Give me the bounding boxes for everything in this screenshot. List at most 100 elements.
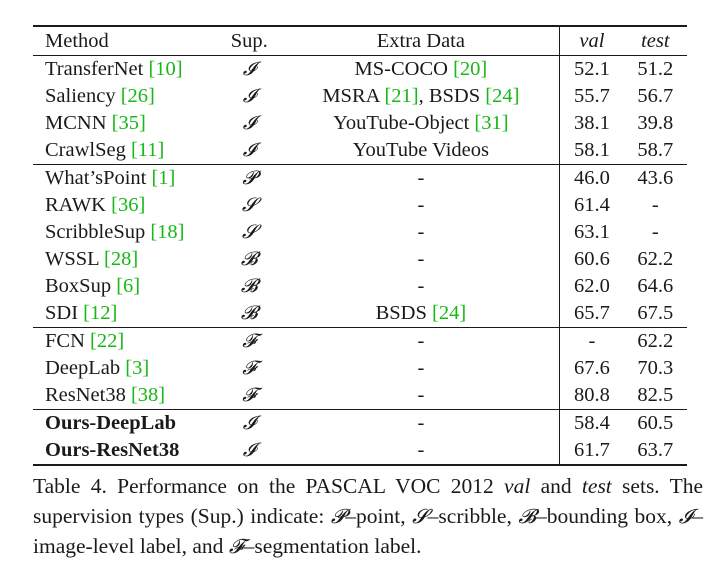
test-score: 39.8 [637,112,674,135]
supervision-symbol: 𝓑 [240,302,258,325]
method-cell: Ours-ResNet38 [33,437,216,465]
test-score: 51.2 [637,58,674,81]
table-row: Saliency [26] 𝓘 MSRA [21], BSDS [24] 55.7 56… [33,83,687,110]
test-score: 67.5 [637,302,674,325]
table-row: DeepLab [3] 𝓕 - 67.6 70.3 [33,355,687,382]
table-row: TransferNet [10] 𝓘 MS-COCO [20] 52.1 51.2 [33,55,687,84]
supervision-symbol: 𝓕 [242,330,257,353]
table-row: WSSL [28] 𝓑 - 60.6 62.2 [33,246,687,273]
method-cell: TransferNet [10] [33,56,216,84]
header-sup: Sup. [230,29,268,52]
extra-data-cell: - [282,328,559,356]
extra-data-citation-2: [24] [485,85,520,108]
method-citation: [18] [150,221,185,244]
caption-def-point: –point, [345,504,413,528]
supervision-symbol: 𝓕 [242,357,257,380]
method-name: Saliency [45,85,116,108]
supervision-cell: 𝓑 [216,246,282,273]
method-name: TransferNet [45,58,144,81]
val-score: 80.8 [559,382,624,410]
val-score: 58.4 [559,409,624,437]
method-name: DeepLab [45,357,121,380]
supervision-symbol: 𝓘 [242,439,256,462]
supervision-symbol: 𝓘 [242,139,256,162]
test-score: 63.7 [637,439,674,462]
extra-data-text: BSDS [375,302,427,325]
extra-data-text: MSRA [322,85,380,108]
extra-data-cell: MSRA [21], BSDS [24] [282,83,559,110]
header-test: test [641,29,670,52]
test-score: 70.3 [637,357,674,380]
table-row: Ours-ResNet38 𝓘 - 61.7 63.7 [33,437,687,465]
method-cell: RAWK [36] [33,192,216,219]
supervision-cell: 𝓢 [216,219,282,246]
method-citation: [38] [130,384,166,407]
val-score: 38.1 [559,110,624,137]
extra-data-cell: - [282,273,559,300]
supervision-symbol: 𝓢 [241,221,257,244]
test-score: 62.2 [637,330,674,353]
method-name: RAWK [45,194,106,217]
extra-data-cell: - [282,192,559,219]
caption-part1: Table 4. Performance on the PASCAL VOC 2… [33,474,505,498]
method-name: ScribbleSup [45,221,146,244]
extra-data-text: - [417,248,425,271]
supervision-cell: 𝓘 [216,437,282,465]
val-score: 58.1 [559,137,624,165]
supervision-symbol: 𝓘 [242,58,256,81]
extra-data-cell: BSDS [24] [282,300,559,328]
supervision-cell: 𝓘 [216,410,282,438]
val-score: 52.1 [559,55,624,83]
extra-data-cell: - [282,246,559,273]
method-citation: [36] [111,194,146,217]
extra-data-text: - [417,330,425,353]
table-row: FCN [22] 𝓕 - -62.2 [33,327,687,356]
caption-test-word: test [581,474,612,498]
method-cell: DeepLab [3] [33,355,216,382]
extra-data-cell: - [282,382,559,410]
method-cell: FCN [22] [33,328,216,356]
extra-data-text: YouTube Videos [352,139,489,162]
extra-data-cell: YouTube Videos [282,137,559,165]
method-citation: [6] [116,275,141,298]
test-score: 64.6 [637,275,674,298]
table-row: ScribbleSup [18] 𝓢 - 63.1 - [33,219,687,246]
extra-data-cell: - [282,165,559,193]
supervision-cell: 𝓑 [216,273,282,300]
test-score: - [651,221,659,244]
val-score: 63.1 [559,219,624,246]
test-score: 60.5 [637,412,674,435]
extra-data-text: - [417,221,425,244]
method-cell: What’sPoint [1] [33,165,216,193]
table-row: SDI [12] 𝓑 BSDS [24] 65.7 67.5 [33,300,687,328]
extra-data-cell: MS-COCO [20] [282,56,559,84]
extra-data-text: - [417,357,425,380]
extra-data-text: - [417,275,425,298]
extra-data-text: - [417,194,425,217]
supervision-symbol: 𝓘 [242,85,256,108]
val-score: 60.6 [559,246,624,273]
test-score: 62.2 [637,248,674,271]
caption-symbol-seg: 𝓕 [228,534,244,558]
table-row: MCNN [35] 𝓘 YouTube-Object [31] 38.1 39.8 [33,110,687,137]
results-table: Method Sup. Extra Data val test Transfer… [33,25,687,466]
header-method: Method [45,29,109,52]
supervision-symbol: 𝓢 [241,194,257,217]
extra-data-text: MS-COCO [354,58,448,81]
caption-symbol-box: 𝓑 [518,504,537,528]
supervision-cell: 𝓢 [216,192,282,219]
supervision-cell: 𝓘 [216,83,282,110]
method-cell: WSSL [28] [33,246,216,273]
table-row: ResNet38 [38] 𝓕 - 80.8 82.5 [33,382,687,410]
test-score: - [651,194,659,217]
method-cell: ResNet38 [38] [33,382,216,410]
val-score: 62.0 [559,273,624,300]
method-name: ResNet38 [45,384,126,407]
supervision-symbol: 𝓘 [242,112,256,135]
method-name: Ours-ResNet38 [45,439,180,462]
method-name: CrawlSeg [45,139,126,162]
caption-def-scribble: –scribble, [427,504,519,528]
method-citation: [1] [151,167,176,190]
method-name: WSSL [45,248,99,271]
